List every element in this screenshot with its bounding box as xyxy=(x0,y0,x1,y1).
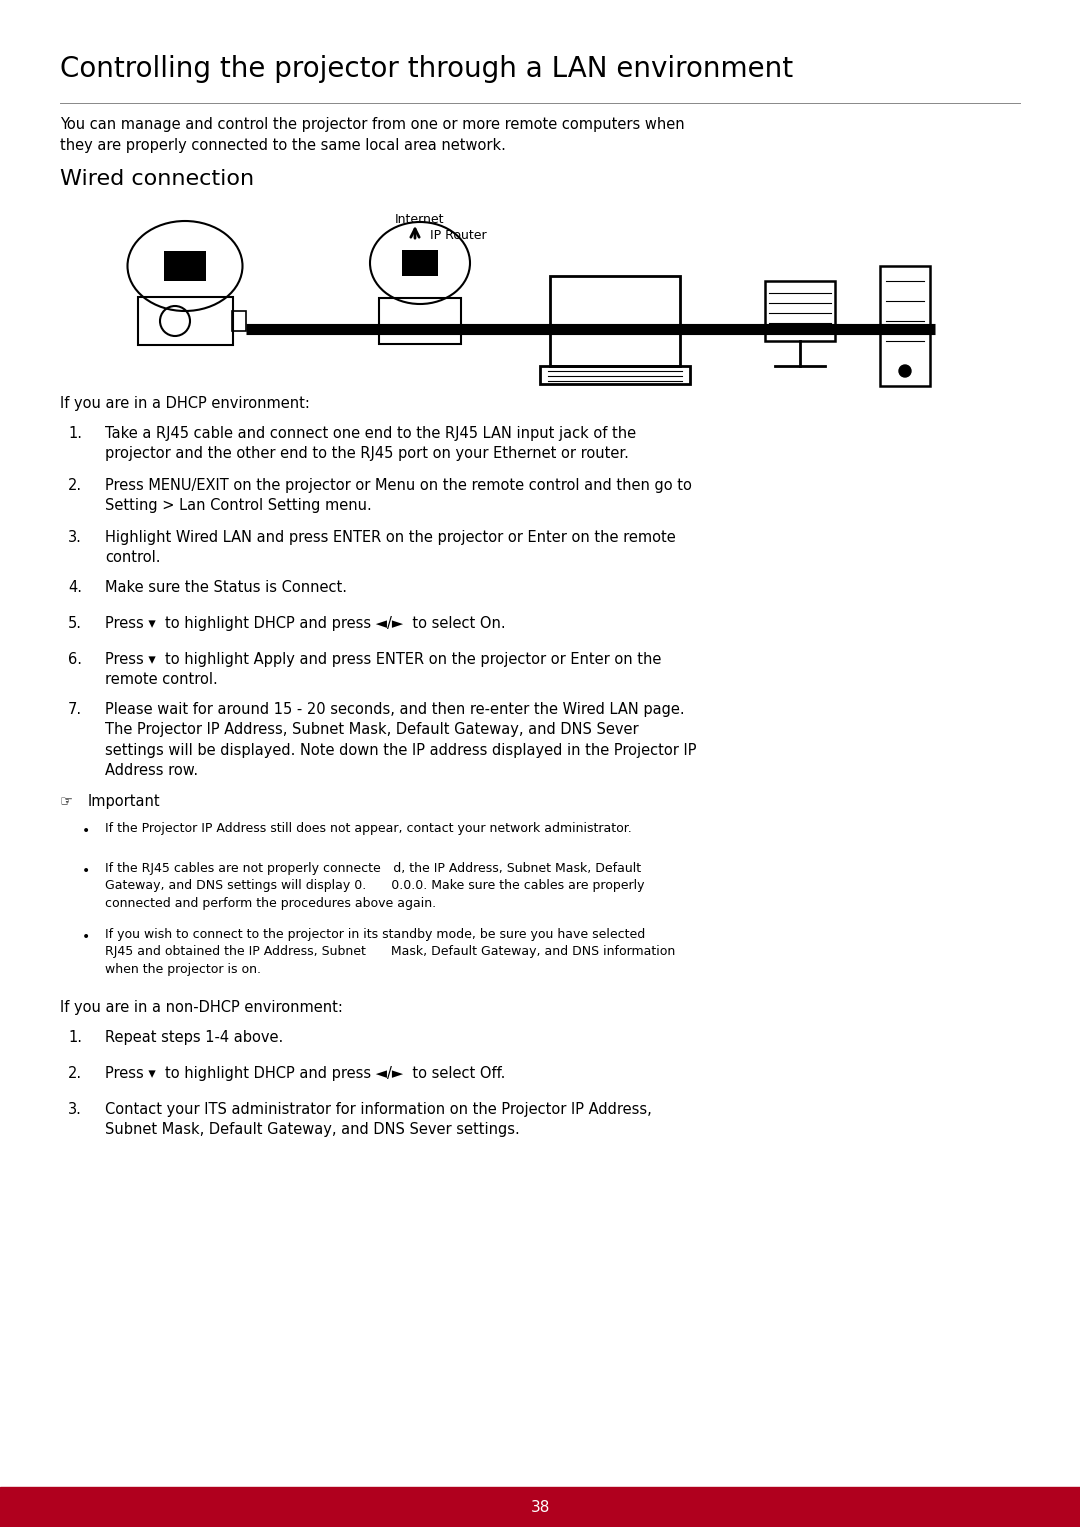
FancyBboxPatch shape xyxy=(164,250,206,281)
Text: If the RJ45 cables are not properly connecte d, the IP Address, Subnet Mask, Def: If the RJ45 cables are not properly conn… xyxy=(105,863,645,910)
Text: 7.: 7. xyxy=(68,702,82,718)
Text: Please wait for around 15 - 20 seconds, and then re-enter the Wired LAN page.
Th: Please wait for around 15 - 20 seconds, … xyxy=(105,702,697,779)
Bar xyxy=(0,1487,1080,1527)
Text: Press ▾  to highlight DHCP and press ◄/►  to select On.: Press ▾ to highlight DHCP and press ◄/► … xyxy=(105,615,505,631)
Text: 3.: 3. xyxy=(68,1102,82,1116)
Text: Internet: Internet xyxy=(395,212,445,226)
Text: 2.: 2. xyxy=(68,1066,82,1081)
Text: 5.: 5. xyxy=(68,615,82,631)
Text: 6.: 6. xyxy=(68,652,82,667)
Text: 4.: 4. xyxy=(68,580,82,596)
Text: If you are in a non-DHCP environment:: If you are in a non-DHCP environment: xyxy=(60,1000,342,1015)
Text: If the Projector IP Address still does not appear, contact your network administ: If the Projector IP Address still does n… xyxy=(105,822,632,835)
Text: 2.: 2. xyxy=(68,478,82,493)
Text: •: • xyxy=(82,864,91,878)
Text: Wired connection: Wired connection xyxy=(60,169,254,189)
Text: •: • xyxy=(82,930,91,944)
Text: ☞: ☞ xyxy=(60,794,73,809)
Text: Controlling the projector through a LAN environment: Controlling the projector through a LAN … xyxy=(60,55,793,82)
Text: If you wish to connect to the projector in its standby mode, be sure you have se: If you wish to connect to the projector … xyxy=(105,928,675,976)
Text: IP Router: IP Router xyxy=(430,229,487,241)
Text: Take a RJ45 cable and connect one end to the RJ45 LAN input jack of the
projecto: Take a RJ45 cable and connect one end to… xyxy=(105,426,636,461)
Text: Make sure the Status is Connect.: Make sure the Status is Connect. xyxy=(105,580,347,596)
Text: Contact your ITS administrator for information on the Projector IP Address,
Subn: Contact your ITS administrator for infor… xyxy=(105,1102,651,1138)
FancyBboxPatch shape xyxy=(402,250,438,276)
Text: 3.: 3. xyxy=(68,530,82,545)
Text: 1.: 1. xyxy=(68,426,82,441)
Text: Press MENU/EXIT on the projector or Menu on the remote control and then go to
Se: Press MENU/EXIT on the projector or Menu… xyxy=(105,478,692,513)
Text: Highlight Wired LAN and press ENTER on the projector or Enter on the remote
cont: Highlight Wired LAN and press ENTER on t… xyxy=(105,530,676,565)
Circle shape xyxy=(899,365,912,377)
Text: Press ▾  to highlight DHCP and press ◄/►  to select Off.: Press ▾ to highlight DHCP and press ◄/► … xyxy=(105,1066,505,1081)
Text: You can manage and control the projector from one or more remote computers when
: You can manage and control the projector… xyxy=(60,118,685,153)
Text: Press ▾  to highlight Apply and press ENTER on the projector or Enter on the
rem: Press ▾ to highlight Apply and press ENT… xyxy=(105,652,661,687)
Text: Repeat steps 1-4 above.: Repeat steps 1-4 above. xyxy=(105,1031,283,1044)
Text: •: • xyxy=(82,825,91,838)
Text: 38: 38 xyxy=(530,1500,550,1515)
Text: 1.: 1. xyxy=(68,1031,82,1044)
Text: If you are in a DHCP environment:: If you are in a DHCP environment: xyxy=(60,395,310,411)
Text: Important: Important xyxy=(87,794,161,809)
